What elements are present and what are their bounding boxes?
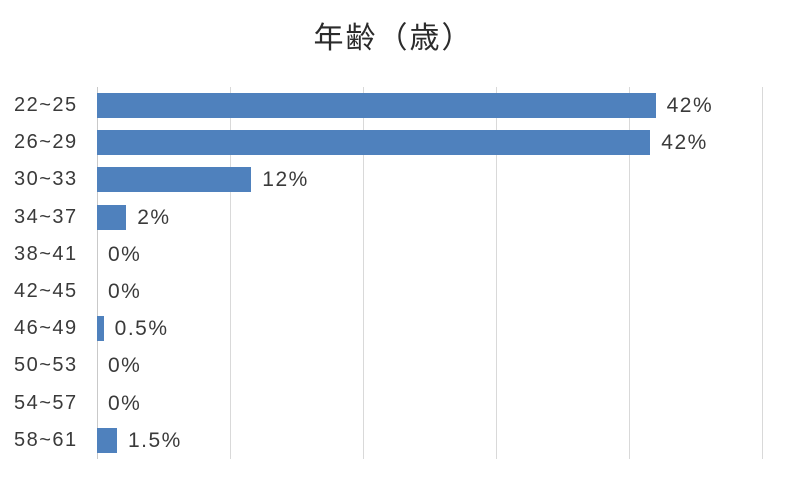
category-label: 30~33 [14,168,78,191]
bar [97,427,117,453]
bar-row: 12% [97,161,762,198]
bar-row: 0% [97,236,762,273]
bar-row: 0.5% [97,310,762,347]
data-label: 42% [661,131,708,155]
data-label: 1.5% [127,428,182,452]
category-label: 50~53 [14,354,78,377]
category-label: 54~57 [14,391,78,414]
category-label: 34~37 [14,205,78,228]
bar-row: 0% [97,347,762,384]
bar-row: 0% [97,385,762,422]
bar [97,316,104,342]
data-label: 2% [137,205,171,229]
gridline [496,87,497,459]
category-label: 22~25 [14,94,78,116]
plot-area: 42% 42% 12% 2% 0% 0% 0.5% 0% 0% 1.5% [97,87,763,459]
data-label: 42% [666,94,714,117]
bar-row: 2% [97,199,762,236]
gridline [363,87,364,459]
bar [97,204,127,230]
bar [97,93,656,118]
data-label: 0% [108,354,142,378]
data-label: 0% [108,391,142,415]
gridline [762,87,763,459]
bar-row: 42% [97,124,762,161]
category-label: 46~49 [14,317,78,340]
chart-title: 年齢（歳） [313,22,474,55]
category-label: 58~61 [14,428,78,451]
bar-row: 42% [97,87,762,124]
data-label: 0% [108,280,142,303]
gridline [629,87,630,459]
category-label: 38~41 [14,242,78,265]
category-label: 42~45 [14,280,78,302]
category-label: 26~29 [14,131,78,154]
bar [97,167,252,193]
bar-row: 0% [97,273,762,310]
data-label: 12% [262,168,309,192]
bar [97,130,651,156]
gridline [230,87,231,459]
data-label: 0% [108,242,142,266]
data-label: 0.5% [114,317,169,341]
value-axis-line [97,87,98,459]
bar-row: 1.5% [97,422,762,459]
